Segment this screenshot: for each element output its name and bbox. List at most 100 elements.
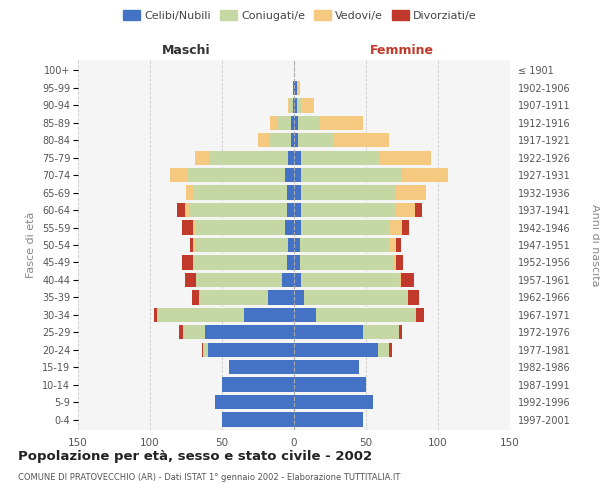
Bar bbox=[294, 220, 301, 234]
Bar bbox=[179, 325, 183, 340]
Bar bbox=[291, 116, 294, 130]
Bar bbox=[298, 133, 334, 148]
Bar bbox=[194, 238, 288, 252]
Bar bbox=[294, 133, 298, 148]
Bar bbox=[415, 203, 422, 217]
Bar bbox=[205, 325, 294, 340]
Bar bbox=[301, 168, 402, 182]
Text: Maschi: Maschi bbox=[161, 44, 211, 58]
Bar bbox=[288, 238, 294, 252]
Bar bbox=[294, 360, 359, 374]
Bar bbox=[193, 256, 287, 270]
Y-axis label: Fasce di età: Fasce di età bbox=[26, 212, 37, 278]
Bar bbox=[194, 150, 209, 165]
Y-axis label: Anni di nascita: Anni di nascita bbox=[590, 204, 600, 286]
Bar bbox=[185, 273, 196, 287]
Bar bbox=[209, 150, 288, 165]
Bar bbox=[288, 98, 290, 112]
Bar bbox=[283, 273, 294, 287]
Bar bbox=[395, 203, 415, 217]
Bar bbox=[293, 98, 294, 112]
Bar bbox=[300, 256, 394, 270]
Bar bbox=[396, 238, 401, 252]
Bar bbox=[208, 342, 294, 357]
Bar bbox=[190, 238, 193, 252]
Bar bbox=[294, 168, 301, 182]
Text: Popolazione per età, sesso e stato civile - 2002: Popolazione per età, sesso e stato civil… bbox=[18, 450, 372, 463]
Bar bbox=[202, 342, 203, 357]
Bar bbox=[294, 378, 366, 392]
Bar bbox=[304, 290, 408, 304]
Bar bbox=[301, 273, 399, 287]
Bar bbox=[301, 220, 391, 234]
Bar bbox=[301, 98, 314, 112]
Bar bbox=[399, 325, 402, 340]
Bar bbox=[294, 273, 301, 287]
Bar bbox=[193, 238, 194, 252]
Bar bbox=[293, 81, 294, 95]
Bar bbox=[154, 308, 157, 322]
Bar bbox=[391, 220, 402, 234]
Bar bbox=[399, 273, 401, 287]
Bar bbox=[301, 203, 395, 217]
Bar bbox=[294, 256, 300, 270]
Bar bbox=[294, 81, 297, 95]
Bar bbox=[222, 378, 294, 392]
Bar bbox=[294, 325, 363, 340]
Bar bbox=[287, 203, 294, 217]
Bar bbox=[389, 342, 392, 357]
Bar bbox=[377, 342, 389, 357]
Bar bbox=[269, 133, 291, 148]
Bar bbox=[192, 290, 199, 304]
Bar bbox=[288, 150, 294, 165]
Bar bbox=[286, 220, 294, 234]
Bar bbox=[294, 238, 300, 252]
Bar bbox=[294, 98, 297, 112]
Bar bbox=[277, 116, 291, 130]
Bar bbox=[189, 203, 287, 217]
Bar bbox=[297, 98, 301, 112]
Bar bbox=[297, 81, 300, 95]
Bar bbox=[294, 116, 298, 130]
Bar bbox=[294, 395, 373, 409]
Bar bbox=[402, 168, 448, 182]
Bar bbox=[334, 133, 389, 148]
Bar bbox=[203, 342, 208, 357]
Bar bbox=[182, 256, 193, 270]
Bar bbox=[380, 150, 431, 165]
Bar bbox=[269, 116, 277, 130]
Bar bbox=[290, 98, 293, 112]
Bar bbox=[401, 273, 413, 287]
Bar bbox=[193, 220, 196, 234]
Bar bbox=[294, 308, 316, 322]
Bar bbox=[402, 220, 409, 234]
Bar bbox=[301, 150, 380, 165]
Bar bbox=[287, 186, 294, 200]
Bar bbox=[193, 186, 287, 200]
Bar bbox=[286, 168, 294, 182]
Bar bbox=[196, 273, 283, 287]
Legend: Celibi/Nubili, Coniugati/e, Vedovi/e, Divorziati/e: Celibi/Nubili, Coniugati/e, Vedovi/e, Di… bbox=[119, 6, 481, 25]
Bar bbox=[291, 133, 294, 148]
Bar bbox=[298, 116, 320, 130]
Bar bbox=[268, 290, 294, 304]
Bar bbox=[389, 238, 396, 252]
Bar bbox=[215, 395, 294, 409]
Bar bbox=[183, 325, 205, 340]
Bar bbox=[294, 203, 301, 217]
Text: COMUNE DI PRATOVECCHIO (AR) - Dati ISTAT 1° gennaio 2002 - Elaborazione TUTTITAL: COMUNE DI PRATOVECCHIO (AR) - Dati ISTAT… bbox=[18, 472, 400, 482]
Bar bbox=[157, 308, 244, 322]
Bar bbox=[170, 168, 187, 182]
Bar bbox=[186, 186, 193, 200]
Bar bbox=[320, 116, 363, 130]
Text: Femmine: Femmine bbox=[370, 44, 434, 58]
Bar bbox=[185, 203, 189, 217]
Bar bbox=[301, 186, 395, 200]
Bar bbox=[294, 412, 363, 426]
Bar bbox=[294, 342, 377, 357]
Bar bbox=[196, 220, 286, 234]
Bar bbox=[300, 238, 389, 252]
Bar bbox=[363, 325, 399, 340]
Bar bbox=[182, 220, 193, 234]
Bar bbox=[258, 133, 269, 148]
